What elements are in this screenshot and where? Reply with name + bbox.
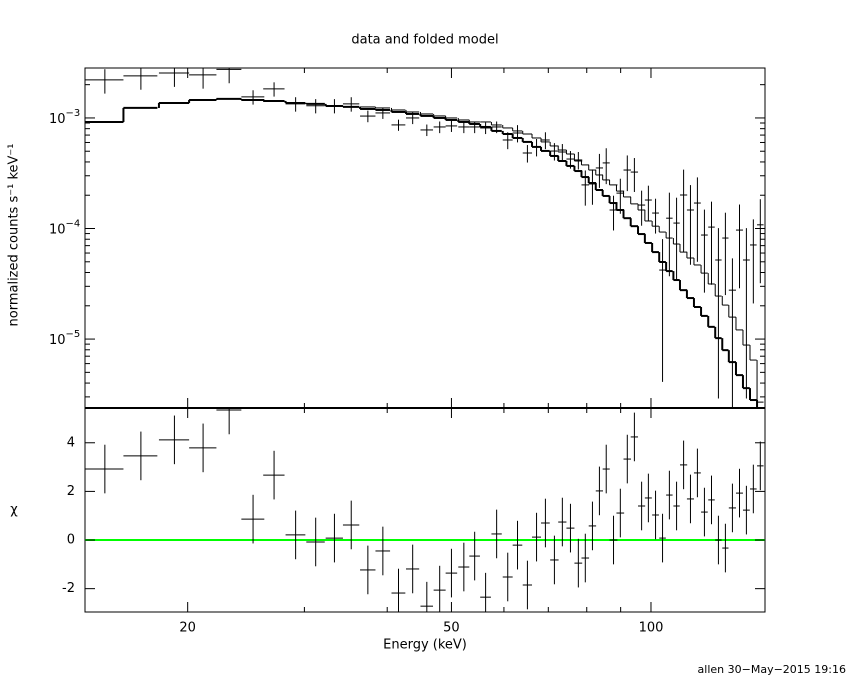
y-axis-label: normalized counts s⁻¹ keV⁻¹ xyxy=(7,144,22,327)
y-tick-label: 10−3 xyxy=(49,108,80,127)
bottom-plot xyxy=(85,408,765,612)
x-axis-label: Energy (keV) xyxy=(383,638,467,653)
y-tick-base: 10 xyxy=(49,333,66,348)
top-plot xyxy=(85,68,764,408)
y-tick-exponent: −5 xyxy=(66,329,81,340)
bottom-frame xyxy=(84,407,766,613)
y-tick-base: 10 xyxy=(49,112,66,127)
y-tick-label: 10−5 xyxy=(49,329,80,348)
y-tick-label: 10−4 xyxy=(49,219,80,238)
y2-axis-label: χ xyxy=(10,503,18,518)
footer: allen 30−May−2015 19:16 xyxy=(698,663,846,676)
y-tick-exponent: −4 xyxy=(66,219,81,230)
x-tick-label: 100 xyxy=(639,621,664,636)
y2-tick-label: 0 xyxy=(67,533,75,548)
y2-tick-label: 2 xyxy=(67,484,75,499)
y-tick-base: 10 xyxy=(49,223,66,238)
chart-title: data and folded model xyxy=(351,33,498,48)
y2-tick-label: -2 xyxy=(62,581,75,596)
x-tick-label: 50 xyxy=(443,621,460,636)
y-tick-exponent: −3 xyxy=(66,108,81,119)
y2-tick-label: 4 xyxy=(67,435,75,450)
x-tick-label: 20 xyxy=(179,621,196,636)
